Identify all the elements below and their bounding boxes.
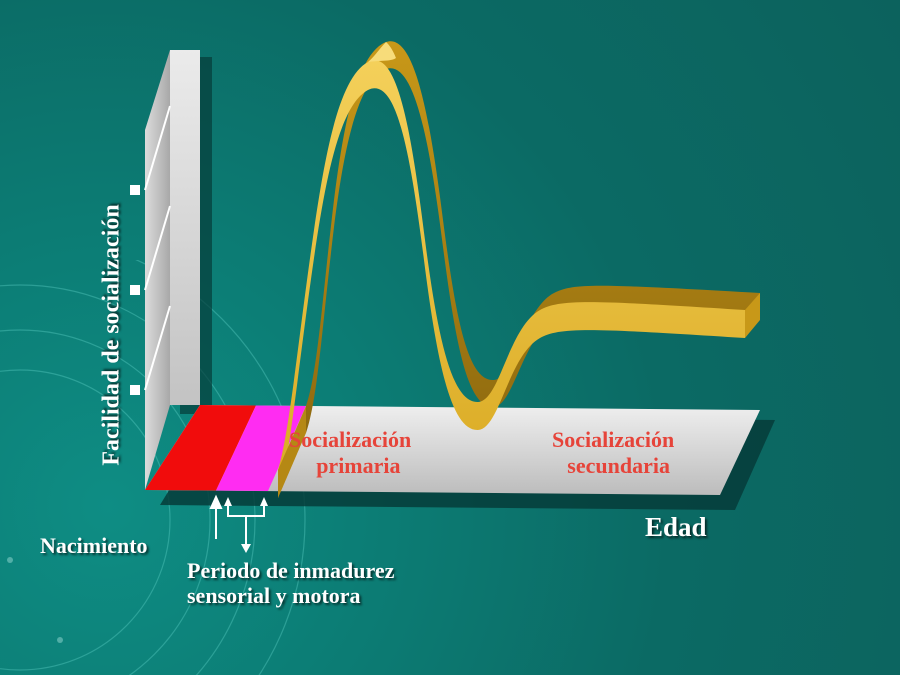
label-secundaria: Socialización secundaria — [552, 427, 674, 480]
slide-root: Facilidad de socialización Nacimiento Pe… — [0, 0, 900, 675]
label-periodo: Periodo de inmadurez sensorial y motora — [187, 558, 394, 609]
nacimiento-callout — [211, 497, 221, 539]
x-axis-label: Edad — [645, 512, 707, 543]
curve-back-face — [306, 41, 760, 433]
y-ticks — [130, 185, 140, 395]
chart-svg — [0, 0, 900, 675]
label-nacimiento: Nacimiento — [40, 533, 148, 559]
label-primaria: Socialización primaria — [289, 427, 411, 480]
y-axis-label: Facilidad de socialización — [99, 204, 126, 465]
back-plane — [170, 50, 200, 405]
